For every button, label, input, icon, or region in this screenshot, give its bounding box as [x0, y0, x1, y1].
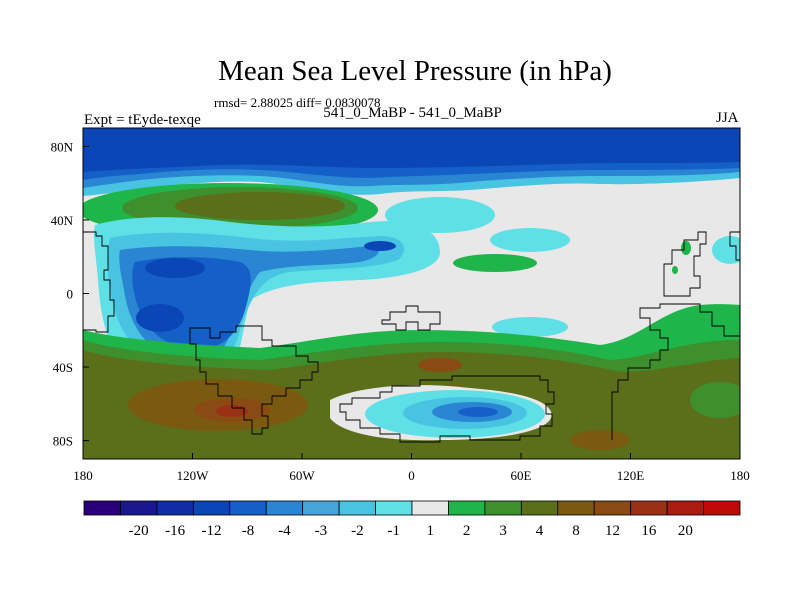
colorbar-swatch	[375, 500, 413, 516]
x-tick-label: 180	[730, 468, 750, 483]
colorbar-swatch	[448, 500, 486, 516]
colorbar-label: -4	[278, 523, 291, 539]
x-tick-label: 120E	[617, 468, 645, 483]
colorbar-label: -16	[165, 523, 185, 539]
colorbar-swatch	[265, 500, 304, 516]
stats-line: rmsd= 2.88025 diff= 0.0830078	[214, 95, 381, 110]
colorbar-label: 12	[605, 523, 620, 539]
colorbar-label: 3	[499, 523, 507, 539]
axes: 180 120W 60W 0 60E 120E 180 80N 40N 0 40S 80S	[51, 139, 750, 483]
colorbar-swatch	[520, 500, 559, 516]
chart-subtitle: 541_0_MaBP - 541_0_MaBP	[323, 105, 502, 121]
colorbar-swatch	[83, 500, 121, 516]
colorbar-label: -8	[242, 523, 255, 539]
colorbar-swatch	[703, 500, 741, 516]
colorbar-swatch	[557, 500, 595, 516]
experiment-label: Expt = tEyde-texqe	[84, 112, 201, 128]
x-tick-label: 180	[73, 468, 93, 483]
colorbar-label: -20	[129, 523, 149, 539]
x-tick-label: 60W	[289, 468, 315, 483]
colorbar-label: -3	[315, 523, 328, 539]
season-label: JJA	[716, 110, 739, 126]
colorbar-label: -12	[202, 523, 222, 539]
colorbar-label: 20	[678, 523, 693, 539]
colorbar-swatch	[338, 500, 376, 516]
colorbar-swatch	[192, 500, 231, 516]
colorbar-swatch	[229, 500, 267, 516]
colorbar-label: -2	[351, 523, 364, 539]
x-tick-label: 0	[408, 468, 415, 483]
y-tick-label: 80S	[53, 434, 73, 449]
contour-fields	[83, 128, 740, 459]
colorbar-label: 1	[426, 523, 434, 539]
y-tick-label: 40N	[51, 213, 74, 228]
coastlines	[83, 231, 740, 443]
colorbar-swatch	[484, 500, 522, 516]
colorbar-swatch	[156, 500, 194, 516]
colorbar-label: -1	[388, 523, 401, 539]
colorbar-swatch	[120, 500, 158, 516]
x-tick-label: 60E	[511, 468, 532, 483]
colorbar-swatch	[593, 500, 632, 516]
x-tick-label: 120W	[177, 468, 210, 483]
colorbar-swatch	[666, 500, 704, 516]
colorbar-swatch	[630, 500, 668, 516]
colorbar-label: 8	[572, 523, 580, 539]
colorbar: -20 -16 -12 -8 -4 -3 -2 -1 1 2 3 4 8 12 16 20	[83, 500, 741, 539]
y-tick-label: 80N	[51, 139, 74, 154]
colorbar-label: 4	[536, 523, 544, 539]
y-tick-label: 40S	[53, 360, 73, 375]
colorbar-swatch	[411, 500, 449, 516]
colorbar-swatch	[302, 500, 340, 516]
y-tick-label: 0	[67, 287, 74, 302]
chart-title: Mean Sea Level Pressure (in hPa)	[218, 55, 612, 87]
colorbar-label: 2	[463, 523, 471, 539]
colorbar-label: 16	[641, 523, 657, 539]
